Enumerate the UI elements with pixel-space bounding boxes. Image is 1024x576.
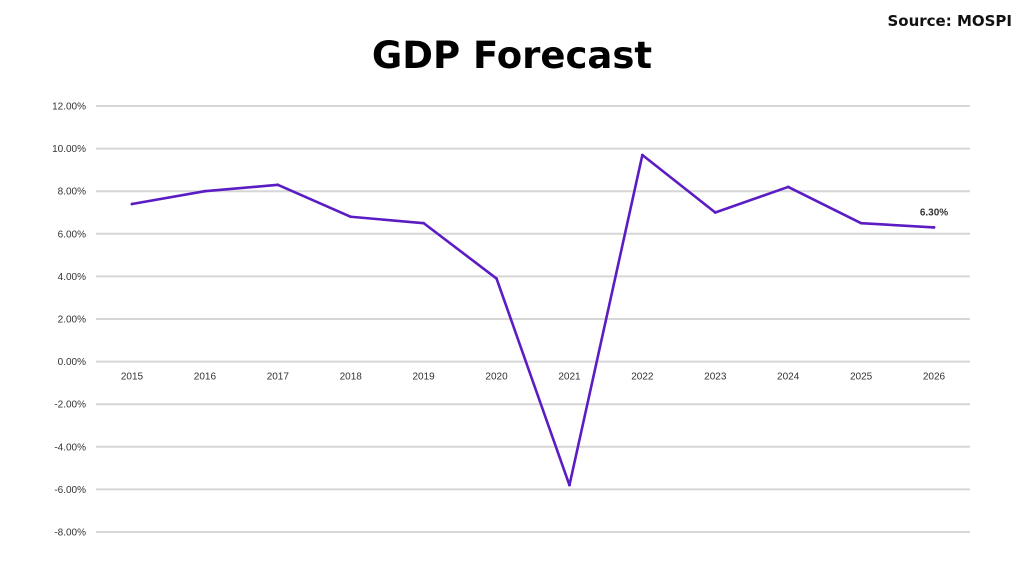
x-tick-label: 2022 — [631, 372, 654, 383]
y-tick-label: 4.00% — [58, 272, 86, 283]
x-tick-label: 2025 — [850, 372, 873, 383]
x-tick-label: 2024 — [777, 372, 800, 383]
y-tick-label: -2.00% — [54, 400, 86, 411]
data-label: 6.30% — [920, 207, 948, 218]
y-tick-label: 10.00% — [52, 144, 86, 155]
y-tick-label: 2.00% — [58, 315, 86, 326]
x-tick-label: 2019 — [413, 372, 436, 383]
series-line — [130, 153, 936, 487]
data-point — [859, 221, 863, 225]
y-tick-label: -8.00% — [54, 528, 86, 539]
x-tick-label: 2017 — [267, 372, 290, 383]
y-tick-label: -4.00% — [54, 442, 86, 453]
x-tick-label: 2018 — [340, 372, 363, 383]
x-tick-label: 2016 — [194, 372, 217, 383]
data-point — [640, 153, 644, 157]
y-tick-label: 6.00% — [58, 229, 86, 240]
data-point — [495, 277, 498, 280]
x-tick-label: 2021 — [558, 372, 581, 383]
data-point — [713, 211, 717, 214]
y-tick-label: -6.00% — [54, 485, 86, 496]
data-point — [130, 202, 134, 206]
source-note: Source: MOSPI — [887, 12, 1012, 30]
data-point — [349, 215, 353, 219]
data-point — [786, 185, 790, 189]
x-tick-label: 2015 — [121, 372, 144, 383]
y-tick-label: 0.00% — [58, 357, 86, 368]
data-point — [932, 226, 936, 229]
chart-title: GDP Forecast — [371, 34, 653, 77]
data-point — [422, 221, 426, 225]
y-tick-label: 12.00% — [52, 102, 86, 113]
y-tick-label: 8.00% — [58, 187, 86, 198]
data-point — [568, 483, 571, 487]
x-tick-label: 2023 — [704, 372, 727, 383]
x-tick-label: 2026 — [923, 372, 946, 383]
data-point — [276, 183, 280, 187]
data-point — [203, 189, 207, 193]
x-tick-label: 2020 — [485, 372, 508, 383]
